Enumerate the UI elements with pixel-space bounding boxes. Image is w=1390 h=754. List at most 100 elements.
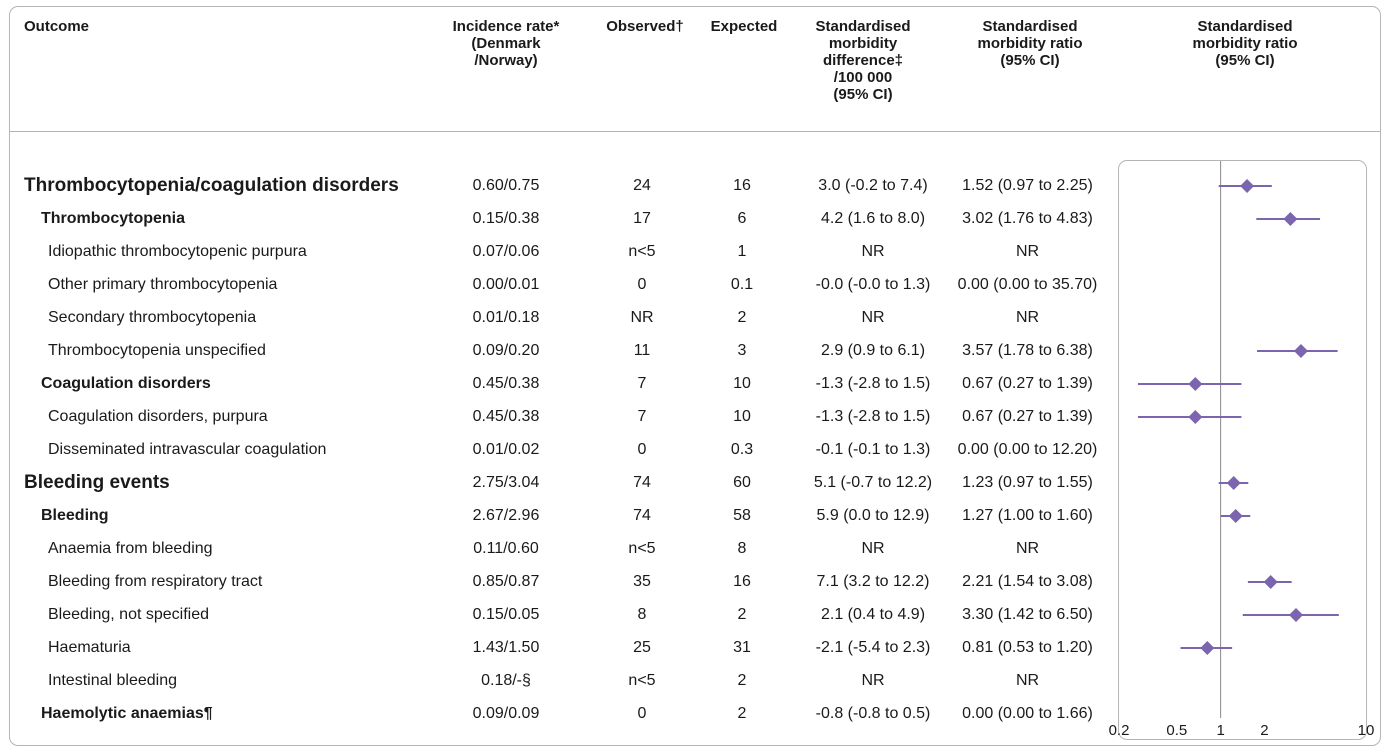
- table-row-bleeding: Bleeding 2.67/2.96 74 58 5.9 (0.0 to 12.9) 1.…: [0, 499, 1390, 532]
- expected-cell: 8: [737, 540, 747, 557]
- expected-cell: 2: [737, 606, 747, 623]
- incidence-cell: 0.11/0.60: [473, 540, 539, 557]
- smd-cell: NR: [861, 672, 885, 689]
- smr-cell: 0.67 (0.27 to 1.39): [962, 408, 1093, 425]
- table-row-idiopathic-thrombocytopenic-purpura: Idiopathic thrombocytopenic purpura 0.07/…: [0, 235, 1390, 268]
- outcome-cell: Bleeding events: [24, 472, 170, 493]
- point-marker-6: [1228, 509, 1243, 523]
- outcome-cell: Bleeding: [41, 507, 109, 524]
- smd-cell: -1.3 (-2.8 to 1.5): [815, 375, 931, 392]
- point-marker-2: [1293, 344, 1308, 358]
- outcome-cell: Thrombocytopenia unspecified: [48, 342, 266, 359]
- smr-cell: NR: [1015, 672, 1040, 689]
- observed-cell: 7: [637, 408, 647, 425]
- expected-cell: 1: [737, 243, 747, 260]
- x-tick-label: 2: [1260, 722, 1268, 739]
- outcome-cell: Secondary thrombocytopenia: [48, 309, 257, 326]
- outcome-cell: Haematuria: [48, 639, 131, 656]
- observed-cell: n<5: [628, 243, 656, 260]
- smd-cell: 4.2 (1.6 to 8.0): [820, 210, 926, 227]
- observed-cell: 24: [633, 177, 651, 194]
- incidence-cell: 1.43/1.50: [472, 639, 540, 656]
- smd-cell: -0.0 (-0.0 to 1.3): [815, 276, 931, 293]
- table-row-disseminated-intravascular-coagulation: Disseminated intravascular coagulation 0.…: [0, 433, 1390, 466]
- table-row-haemolytic-anaemias: Haemolytic anaemias¶ 0.09/0.09 0 2 -0.8 (-0.…: [0, 697, 1390, 730]
- table-frame: [9, 6, 1381, 746]
- smr-cell: 0.00 (0.00 to 12.20): [957, 441, 1098, 458]
- smr-cell: 3.02 (1.76 to 4.83): [962, 210, 1093, 227]
- smd-cell: 5.1 (-0.7 to 12.2): [813, 474, 933, 491]
- incidence-cell: 0.18/-§: [481, 672, 531, 689]
- expected-cell: 2: [737, 672, 747, 689]
- expected-cell: 16: [733, 573, 751, 590]
- smd-cell: -0.1 (-0.1 to 1.3): [815, 441, 931, 458]
- incidence-cell: 0.45/0.38: [472, 375, 540, 392]
- smd-cell: 2.1 (0.4 to 4.9): [820, 606, 926, 623]
- table-row-coagulation-disorders-purpura: Coagulation disorders, purpura 0.45/0.38 7…: [0, 400, 1390, 433]
- header-expected: Expected: [710, 18, 778, 35]
- smr-cell: 0.81 (0.53 to 1.20): [962, 639, 1093, 656]
- observed-cell: 74: [633, 474, 651, 491]
- table-row-bleeding-from-respiratory-tract: Bleeding from respiratory tract 0.85/0.87…: [0, 565, 1390, 598]
- smr-cell: 1.23 (0.97 to 1.55): [962, 474, 1093, 491]
- incidence-cell: 2.67/2.96: [472, 507, 540, 524]
- smr-cell: 0.67 (0.27 to 1.39): [962, 375, 1093, 392]
- outcome-cell: Thrombocytopenia: [41, 210, 186, 227]
- outcome-cell: Coagulation disorders: [41, 375, 211, 392]
- header-smr: Standardised morbidity ratio (95% CI): [977, 18, 1083, 69]
- table-row-secondary-thrombocytopenia: Secondary thrombocytopenia 0.01/0.18 NR 2 NR…: [0, 301, 1390, 334]
- incidence-cell: 2.75/3.04: [472, 474, 540, 491]
- outcome-cell: Bleeding, not specified: [48, 606, 209, 623]
- smd-cell: -1.3 (-2.8 to 1.5): [815, 408, 931, 425]
- incidence-cell: 0.45/0.38: [472, 408, 540, 425]
- table-row-thrombocytopenia: Thrombocytopenia 0.15/0.38 17 6 4.2 (1.6 to …: [0, 202, 1390, 235]
- expected-cell: 16: [733, 177, 751, 194]
- point-marker-7: [1263, 575, 1278, 589]
- expected-cell: 60: [733, 474, 751, 491]
- table-row-other-primary-thrombocytopenia: Other primary thrombocytopenia 0.00/0.01 0…: [0, 268, 1390, 301]
- table-row-haematuria: Haematuria 1.43/1.50 25 31 -2.1 (-5.4 to 2.3…: [0, 631, 1390, 664]
- outcome-cell: Coagulation disorders, purpura: [48, 408, 268, 425]
- observed-cell: 0: [637, 441, 647, 458]
- x-tick-label: 10: [1358, 722, 1375, 739]
- outcome-cell: Haemolytic anaemias¶: [41, 705, 213, 722]
- observed-cell: 17: [633, 210, 651, 227]
- observed-cell: 25: [633, 639, 651, 656]
- smr-cell: 3.30 (1.42 to 6.50): [962, 606, 1093, 623]
- point-marker-0: [1240, 179, 1255, 193]
- x-tick-label: 1: [1216, 722, 1224, 739]
- smd-cell: -2.1 (-5.4 to 2.3): [815, 639, 931, 656]
- table-row-intestinal-bleeding: Intestinal bleeding 0.18/-§ n<5 2 NR NR: [0, 664, 1390, 697]
- observed-cell: 11: [633, 342, 651, 359]
- smr-cell: NR: [1015, 243, 1040, 260]
- outcome-cell: Intestinal bleeding: [48, 672, 177, 689]
- incidence-cell: 0.15/0.05: [472, 606, 540, 623]
- observed-cell: 0: [637, 705, 647, 722]
- incidence-cell: 0.07/0.06: [472, 243, 540, 260]
- observed-cell: n<5: [628, 672, 656, 689]
- observed-cell: 0: [637, 276, 647, 293]
- incidence-cell: 0.01/0.02: [472, 441, 540, 458]
- smr-cell: 1.52 (0.97 to 2.25): [962, 177, 1093, 194]
- incidence-cell: 0.85/0.87: [472, 573, 540, 590]
- header-observed: Observed†: [606, 18, 684, 35]
- point-marker-5: [1226, 476, 1241, 490]
- smr-cell: 0.00 (0.00 to 35.70): [957, 276, 1098, 293]
- smd-cell: NR: [861, 309, 885, 326]
- expected-cell: 2: [737, 705, 747, 722]
- table-row-bleeding-events: Bleeding events 2.75/3.04 74 60 5.1 (-0.7 to…: [0, 466, 1390, 499]
- incidence-cell: 0.15/0.38: [472, 210, 540, 227]
- expected-cell: 0.3: [730, 441, 754, 458]
- table-row-thrombocytopenia-coagulation-disorders: Thrombocytopenia/coagulation disorders 0.…: [0, 169, 1390, 202]
- smr-cell: 1.27 (1.00 to 1.60): [962, 507, 1093, 524]
- point-marker-8: [1289, 608, 1304, 622]
- incidence-cell: 0.00/0.01: [472, 276, 540, 293]
- smd-cell: 3.0 (-0.2 to 7.4): [818, 177, 928, 194]
- x-tick-label: 0.5: [1166, 722, 1187, 739]
- expected-cell: 31: [733, 639, 751, 656]
- expected-cell: 10: [733, 375, 751, 392]
- smd-cell: 5.9 (0.0 to 12.9): [816, 507, 930, 524]
- table-row-thrombocytopenia-unspecified: Thrombocytopenia unspecified 0.09/0.20 11 3…: [0, 334, 1390, 367]
- incidence-cell: 0.09/0.09: [472, 705, 540, 722]
- observed-cell: 74: [633, 507, 651, 524]
